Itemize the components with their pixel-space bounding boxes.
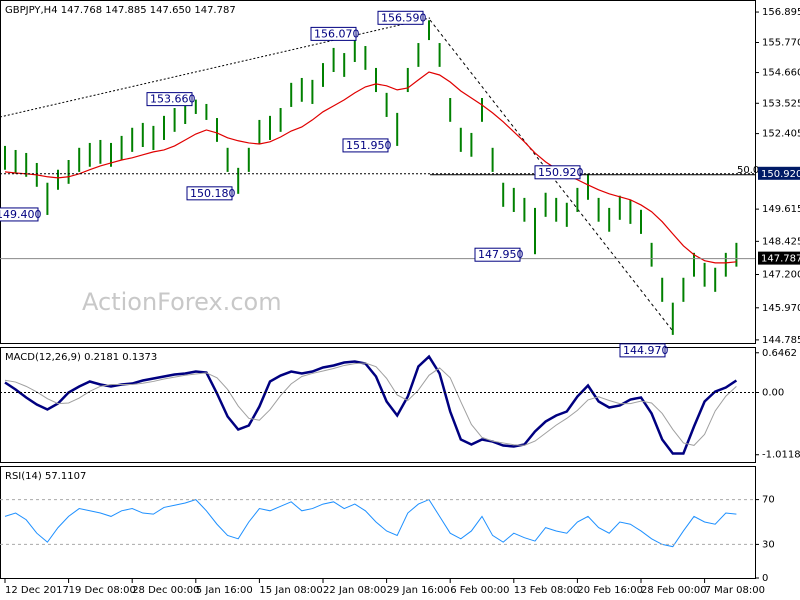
price-panel — [0, 0, 756, 344]
series-line — [4, 498, 737, 548]
x-tick-label: 5 Jan 16:00 — [196, 585, 253, 596]
y-tick-label: 0.6462 — [762, 348, 797, 359]
annotation-box — [534, 165, 581, 180]
x-tick-label: 19 Dec 08:00 — [69, 585, 136, 596]
panel-title: RSI(14) 57.1107 — [5, 471, 86, 482]
annotation-label: 149.400 — [0, 208, 42, 221]
trend-line — [0, 17, 431, 118]
x-tick-label: 15 Jan 08:00 — [259, 585, 322, 596]
y-tick-label: 0.00 — [762, 388, 784, 399]
annotation-label: 150.920 — [538, 166, 584, 179]
x-tick-label: 6 Feb 00:00 — [450, 585, 509, 596]
y-tick-label: 0 — [762, 573, 768, 584]
level-label: 150.920 — [761, 169, 800, 180]
x-tick-label: 28 Dec 00:00 — [132, 585, 199, 596]
series-line — [4, 362, 737, 446]
y-tick-label: 144.785 — [762, 335, 800, 346]
annotation-box — [146, 92, 193, 107]
x-tick-label: 28 Feb 00:00 — [641, 585, 707, 596]
x-tick-label: 7 Mar 08:00 — [705, 585, 765, 596]
x-tick-label: 22 Jan 08:00 — [323, 585, 386, 596]
macd-panel — [0, 347, 756, 463]
y-tick-label: 153.525 — [762, 98, 800, 109]
level-note: 50.0 — [737, 165, 759, 176]
annotation-box — [310, 26, 357, 41]
level-box — [758, 166, 800, 180]
y-tick-label: 147.200 — [762, 270, 800, 281]
panel-title: MACD(12,26,9) 0.2181 0.1373 — [5, 352, 157, 363]
annotation-box — [342, 138, 389, 153]
annotation-label: 151.950 — [346, 139, 392, 152]
current-label: 147.787 — [761, 254, 800, 265]
y-tick-label: 156.895 — [762, 7, 800, 18]
y-tick-label: 152.405 — [762, 129, 800, 140]
annotation-label: 144.970 — [623, 344, 669, 357]
annotation-label: 147.950 — [478, 248, 524, 261]
y-tick-label: 154.660 — [762, 68, 800, 79]
x-tick-label: 13 Feb 08:00 — [514, 585, 580, 596]
annotation-label: 153.660 — [150, 93, 196, 106]
annotation-box — [0, 207, 39, 222]
y-tick-label: 30 — [762, 539, 775, 550]
annotation-box — [186, 186, 233, 201]
annotation-label: 156.070 — [314, 27, 360, 40]
rsi-panel — [0, 466, 756, 579]
current-box — [758, 251, 800, 265]
y-tick-label: 149.615 — [762, 204, 800, 215]
annotation-label: 150.180 — [190, 187, 236, 200]
annotation-box — [377, 10, 424, 25]
y-tick-label: 145.970 — [762, 303, 800, 314]
watermark: ActionForex.com — [82, 288, 282, 316]
annotation-box — [474, 247, 521, 262]
y-tick-label: 70 — [762, 495, 775, 506]
y-tick-label: -1.0118 — [762, 450, 800, 461]
x-tick-label: 20 Feb 16:00 — [577, 585, 643, 596]
x-tick-label: 12 Dec 2017 — [5, 585, 69, 596]
annotation-label: 156.590 — [381, 11, 427, 24]
moving-average — [4, 71, 737, 264]
x-tick-label: 29 Jan 16:00 — [387, 585, 450, 596]
annotation-box — [619, 343, 666, 358]
panel-title: GBPJPY,H4 147.768 147.885 147.650 147.78… — [5, 5, 236, 16]
y-tick-label: 148.425 — [762, 236, 800, 247]
y-tick-label: 155.770 — [762, 38, 800, 49]
